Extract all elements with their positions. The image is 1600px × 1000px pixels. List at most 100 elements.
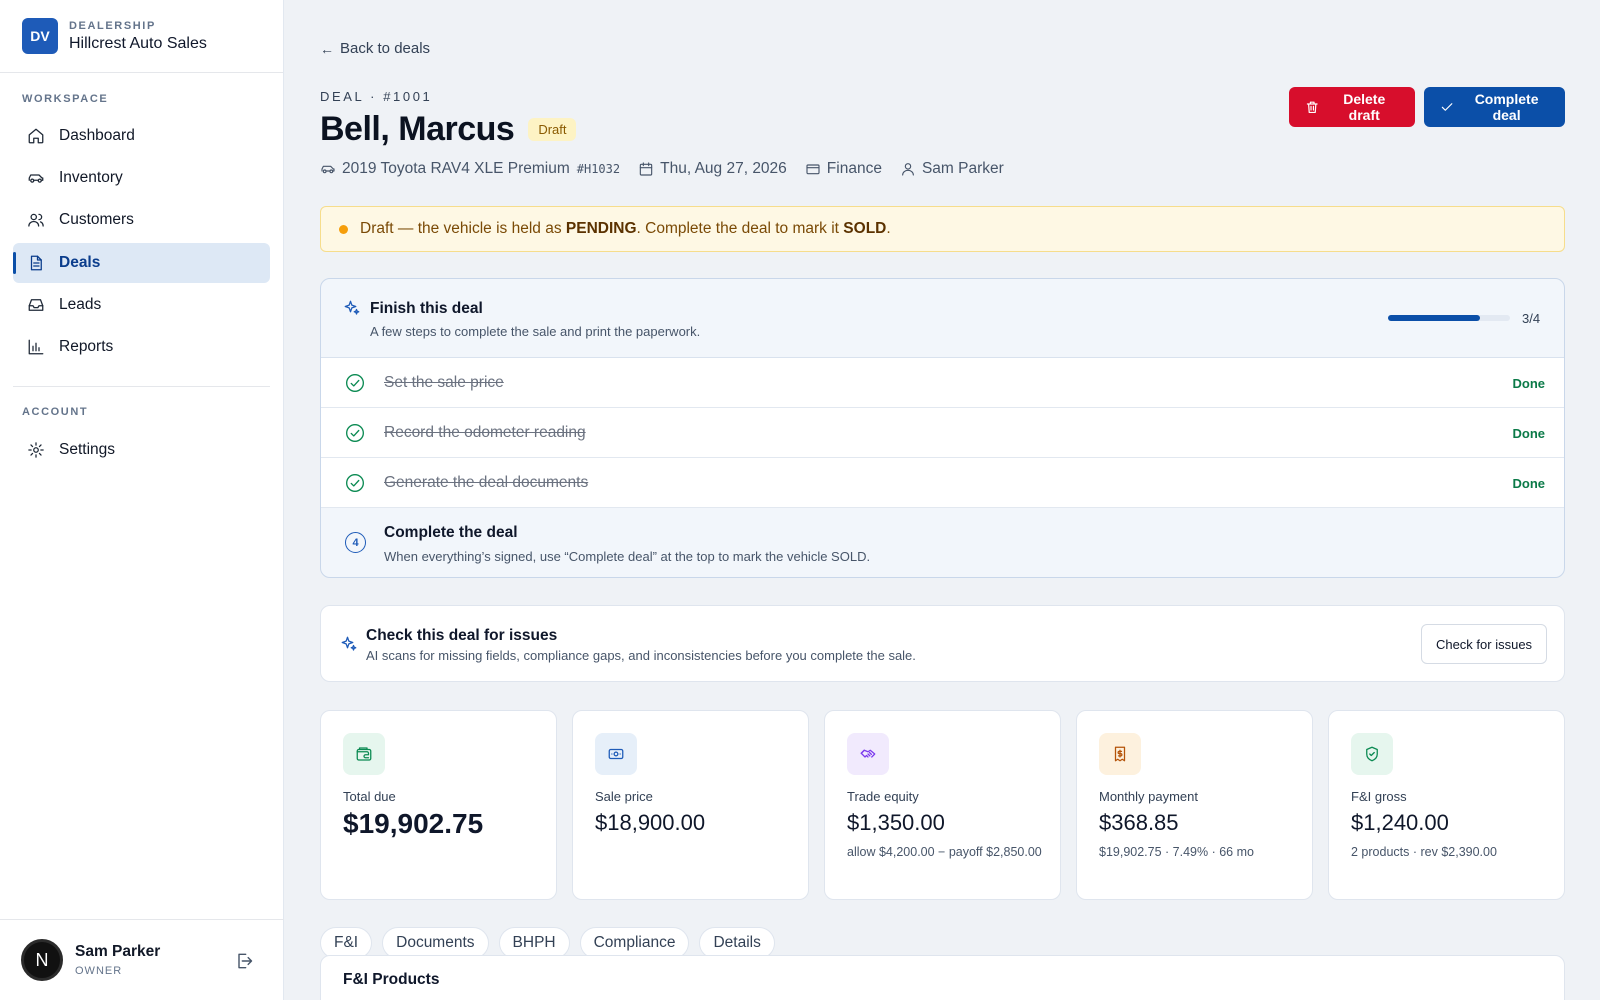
user-name: Sam Parker: [75, 943, 161, 960]
finish-deal-subtitle: A few steps to complete the sale and pri…: [370, 324, 701, 339]
document-icon: [30, 255, 42, 271]
sidebar-item-deals[interactable]: Deals: [13, 243, 270, 283]
home-icon: [28, 128, 44, 144]
checklist-step[interactable]: Set the sale price Done: [321, 358, 1564, 408]
sparkles-icon: [341, 636, 357, 651]
stat-value: $368.85: [1099, 810, 1179, 835]
progress-bar: [1388, 315, 1510, 321]
sidebar-item-label: Settings: [59, 441, 116, 458]
step-status: Done: [1512, 426, 1546, 441]
delete-draft-label: Delete draft: [1343, 91, 1386, 123]
sidebar-item-leads[interactable]: Leads: [13, 285, 270, 325]
check-icon: [1441, 103, 1453, 111]
deal-number: DEAL · #1001: [320, 89, 433, 104]
bar-chart-icon: [28, 339, 44, 355]
fi-products-title: F&I Products: [343, 971, 440, 988]
brand-name: Hillcrest Auto Sales: [69, 34, 207, 52]
sidebar-item-inventory[interactable]: Inventory: [13, 158, 270, 198]
brand-kicker: DEALERSHIP: [69, 19, 156, 32]
alert-text: Draft — the vehicle is held as PENDING. …: [360, 220, 891, 237]
back-to-deals-link[interactable]: ← Back to deals: [320, 40, 430, 57]
sidebar-item-customers[interactable]: Customers: [13, 200, 270, 240]
nav-section-workspace: WORKSPACE: [22, 93, 109, 105]
tab-details[interactable]: Details: [699, 927, 775, 959]
status-badge: Draft: [528, 118, 577, 141]
stat-label: Trade equity: [847, 789, 919, 804]
page-title-row: Bell, Marcus Draft: [320, 110, 577, 149]
receipt-icon: [1099, 733, 1141, 775]
sidebar: DV DEALERSHIP Hillcrest Auto Sales WORKS…: [0, 0, 284, 1000]
deal-meta: 2019 Toyota RAV4 XLE Premium #H1032 Thu,…: [320, 160, 1022, 178]
step-status: Done: [1512, 376, 1546, 391]
warning-dot-icon: [339, 224, 348, 234]
check-circle-icon: [345, 373, 365, 393]
handshake-icon: [847, 733, 889, 775]
delete-draft-button[interactable]: Delete draft: [1289, 87, 1415, 127]
checklist-step-current: 4 Complete the deal When everything’s si…: [321, 508, 1564, 577]
sidebar-divider: [13, 386, 270, 387]
avatar: N: [21, 939, 63, 981]
sidebar-item-label: Inventory: [59, 169, 123, 186]
step-label: Complete the deal: [384, 524, 518, 541]
stat-note: 2 products · rev $2,390.00: [1351, 845, 1497, 859]
wallet-icon: [343, 733, 385, 775]
check-issues-card: Check this deal for issues AI scans for …: [320, 605, 1565, 682]
logout-icon: [238, 953, 253, 969]
car-icon: [28, 174, 44, 183]
inbox-icon: [28, 299, 44, 311]
stat-label: Total due: [343, 789, 396, 804]
sidebar-item-label: Leads: [59, 296, 102, 313]
checklist-step[interactable]: Record the odometer reading Done: [321, 408, 1564, 458]
stat-card-total-due: Total due $19,902.75: [320, 710, 557, 900]
users-icon: [28, 213, 44, 227]
brand-logo: DV: [22, 18, 58, 54]
credit-card-icon: [806, 164, 820, 175]
progress-count: 3/4: [1522, 311, 1541, 326]
tab-fi[interactable]: F&I: [320, 927, 373, 959]
payment-type: Finance: [826, 160, 882, 177]
stat-card-fi-gross: F&I gross $1,240.00 2 products · rev $2,…: [1328, 710, 1565, 900]
shield-check-icon: [1351, 733, 1393, 775]
sidebar-item-reports[interactable]: Reports: [13, 327, 270, 367]
tab-bhph[interactable]: BHPH: [498, 927, 570, 959]
gear-icon: [28, 442, 44, 458]
fi-products-card: F&I Products: [320, 955, 1565, 1000]
step-number: 4: [345, 532, 366, 553]
arrow-left-icon: ←: [320, 40, 334, 57]
page-title: Bell, Marcus: [320, 110, 515, 148]
step-label: Record the odometer reading: [384, 424, 586, 441]
car-icon: [321, 165, 335, 174]
check-issues-subtitle: AI scans for missing fields, compliance …: [366, 648, 916, 663]
stat-card-sale-price: Sale price $18,900.00: [572, 710, 809, 900]
complete-deal-button[interactable]: Complete deal: [1424, 87, 1565, 127]
banknote-icon: [595, 733, 637, 775]
sidebar-item-dashboard[interactable]: Dashboard: [13, 116, 270, 156]
stat-value: $1,240.00: [1351, 810, 1449, 835]
check-circle-icon: [345, 473, 365, 493]
stat-value: $1,350.00: [847, 810, 945, 835]
step-status: Done: [1512, 476, 1546, 491]
vehicle-code: #H1032: [576, 162, 621, 176]
vehicle-name: 2019 Toyota RAV4 XLE Premium: [342, 160, 570, 177]
progress-fill: [1388, 315, 1480, 321]
brand-header: DV DEALERSHIP Hillcrest Auto Sales: [0, 0, 283, 73]
draft-alert: Draft — the vehicle is held as PENDING. …: [320, 206, 1565, 252]
check-issues-title: Check this deal for issues: [366, 627, 558, 644]
finish-deal-card: Finish this deal A few steps to complete…: [320, 278, 1565, 578]
finish-deal-header: Finish this deal A few steps to complete…: [321, 279, 1564, 358]
checklist-step[interactable]: Generate the deal documents Done: [321, 458, 1564, 508]
user-icon: [902, 163, 914, 176]
complete-deal-label: Complete deal: [1474, 91, 1539, 123]
tab-compliance[interactable]: Compliance: [579, 927, 690, 959]
sidebar-item-label: Reports: [59, 338, 114, 355]
stat-card-monthly-payment: Monthly payment $368.85 $19,902.75 · 7.4…: [1076, 710, 1313, 900]
check-for-issues-button[interactable]: Check for issues: [1421, 624, 1547, 664]
stat-label: F&I gross: [1351, 789, 1407, 804]
stat-note: $19,902.75 · 7.49% · 66 mo: [1099, 845, 1254, 859]
logout-button[interactable]: [234, 951, 254, 971]
sidebar-item-label: Customers: [59, 211, 134, 228]
salesperson: Sam Parker: [921, 160, 1004, 177]
check-circle-icon: [345, 423, 365, 443]
stat-card-trade-equity: Trade equity $1,350.00 allow $4,200.00 −…: [824, 710, 1061, 900]
sidebar-item-settings[interactable]: Settings: [13, 430, 270, 470]
